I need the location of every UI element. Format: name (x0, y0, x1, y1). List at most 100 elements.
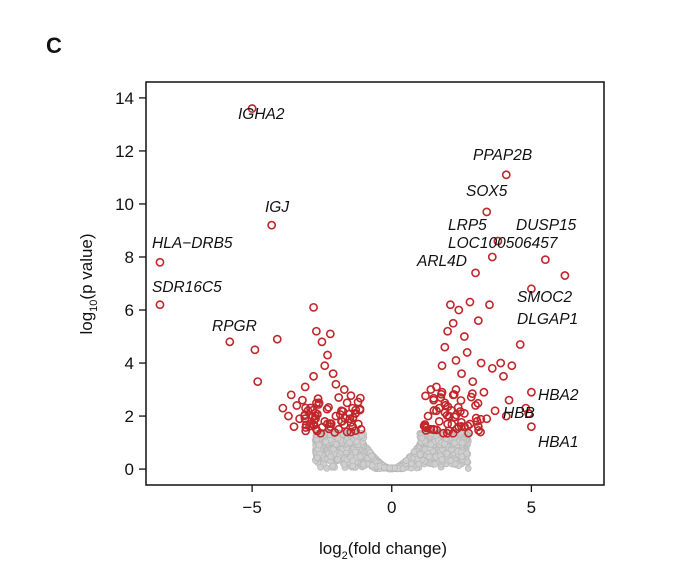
y-tick-label: 0 (125, 460, 134, 479)
significant-point (450, 412, 460, 422)
y-tick-label: 10 (115, 195, 134, 214)
significant-point (456, 417, 466, 427)
significant-point (250, 345, 260, 355)
significant-point (297, 395, 307, 405)
gene-label: HLA−DRB5 (152, 235, 233, 252)
significant-point (496, 358, 506, 368)
significant-point (487, 363, 497, 373)
significant-point (342, 398, 352, 408)
significant-point (317, 337, 327, 347)
grey-point (313, 454, 321, 462)
significant-point (454, 305, 464, 315)
significant-point (482, 414, 492, 424)
significant-points (155, 104, 570, 438)
significant-point (473, 398, 483, 408)
significant-point (468, 377, 478, 386)
significant-point (272, 334, 282, 344)
significant-point (300, 411, 309, 421)
significant-point (456, 396, 466, 405)
significant-point (451, 355, 461, 365)
significant-point (499, 371, 508, 381)
gene-label: HBB (503, 405, 535, 422)
labeled-gene-point (487, 252, 497, 262)
significant-point (322, 404, 332, 414)
labeled-gene-point (267, 220, 277, 230)
significant-point (311, 414, 320, 423)
significant-point (339, 385, 349, 394)
gene-label: IGHA2 (238, 106, 285, 123)
significant-point (476, 358, 486, 368)
significant-point (351, 405, 361, 415)
significant-point (423, 411, 433, 421)
y-axis-title: log10(p value) (77, 233, 100, 334)
grey-point (356, 453, 364, 460)
gene-label: HBA1 (538, 434, 579, 451)
grey-point (438, 456, 446, 463)
significant-point (334, 393, 344, 402)
significant-point (320, 361, 330, 371)
significant-point (438, 428, 448, 438)
y-tick-label: 4 (125, 354, 134, 373)
grey-point (431, 460, 439, 468)
significant-point (339, 420, 349, 430)
gene-label: SDR16C5 (152, 279, 222, 296)
significant-point (351, 426, 360, 436)
grey-point (427, 441, 435, 448)
gene-label: ARL4D (416, 253, 467, 270)
significant-point (437, 361, 447, 371)
significant-point (446, 405, 456, 415)
y-tick-label: 2 (125, 407, 134, 426)
significant-point (465, 297, 475, 307)
significant-point (314, 400, 323, 409)
x-axis-title: log2(fold change) (319, 539, 447, 562)
significant-point (485, 300, 494, 310)
significant-point (466, 392, 476, 402)
significant-point (324, 402, 333, 412)
gene-label: DLGAP1 (517, 311, 578, 328)
gene-label: RPGR (212, 318, 257, 335)
grey-point (418, 434, 426, 442)
significant-point (278, 403, 288, 413)
significant-point (331, 379, 341, 389)
labeled-gene-point (524, 409, 533, 418)
labeled-gene-point (526, 387, 536, 397)
gene-label: IGJ (265, 199, 289, 216)
significant-point (308, 405, 318, 415)
x-axis: −5 0 5 (242, 485, 536, 517)
significant-point (446, 300, 455, 310)
significant-point (328, 369, 338, 379)
significant-point (471, 401, 480, 410)
significant-point (476, 414, 486, 424)
grey-point (416, 450, 424, 458)
significant-point (345, 409, 355, 419)
significant-point (457, 422, 466, 431)
grey-point (317, 464, 324, 471)
significant-point (353, 397, 363, 407)
grey-point (386, 464, 394, 472)
significant-point (442, 411, 452, 420)
significant-point (479, 387, 489, 397)
gene-label: PPAP2B (473, 147, 532, 164)
x-tick-label: 5 (527, 498, 536, 517)
grey-point (464, 465, 472, 472)
significant-point (342, 427, 352, 437)
gene-label: SOX5 (466, 183, 508, 200)
significant-point (284, 411, 293, 421)
significant-point (311, 326, 321, 336)
labeled-gene-point (225, 337, 235, 347)
panel-letter: C (46, 33, 62, 58)
significant-point (490, 406, 500, 416)
significant-point (300, 382, 310, 392)
significant-point (464, 428, 473, 438)
significant-point (451, 385, 461, 394)
significant-point (459, 332, 469, 341)
grey-point (410, 448, 418, 456)
grey-point (368, 461, 376, 469)
significant-point (507, 361, 517, 371)
grey-point (399, 465, 407, 473)
significant-point (448, 318, 458, 328)
significant-point (455, 407, 465, 416)
significant-point (440, 342, 450, 352)
significant-point (515, 340, 525, 349)
significant-point (471, 413, 481, 423)
